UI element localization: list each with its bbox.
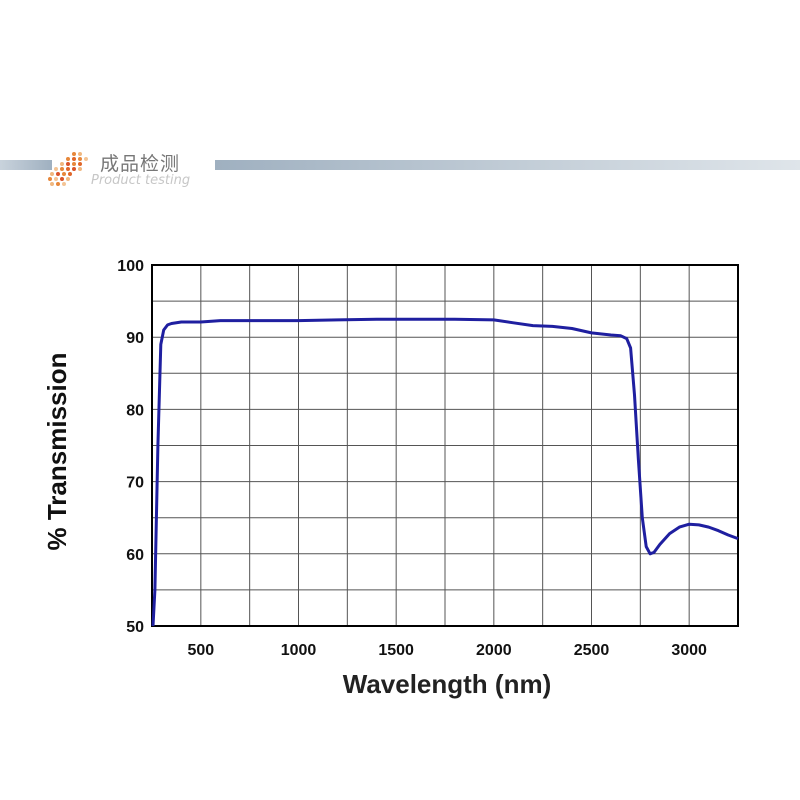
section-title-cn: 成品检测 xyxy=(100,153,181,175)
banner-bar-right xyxy=(215,160,800,170)
axis-ticks: 500 1000 1500 2000 2500 3000 50 60 70 80 90 100 xyxy=(117,258,707,659)
x-tick-label: 2500 xyxy=(574,642,610,659)
series-group xyxy=(151,317,739,627)
y-tick-label: 60 xyxy=(126,547,144,564)
section-title-en: Product testing xyxy=(91,173,191,188)
y-tick-label: 80 xyxy=(126,402,144,419)
banner-bar-left xyxy=(0,160,52,170)
y-tick-label: 90 xyxy=(126,330,144,347)
plot-frame xyxy=(151,264,739,627)
x-tick-label: 2000 xyxy=(476,642,512,659)
x-tick-label: 500 xyxy=(187,642,214,659)
y-axis-title: % Transmission xyxy=(42,353,72,551)
x-tick-label: 1500 xyxy=(378,642,414,659)
series-line xyxy=(151,317,739,627)
x-axis-title: Wavelength (nm) xyxy=(343,669,551,699)
y-tick-label: 70 xyxy=(126,475,144,492)
y-tick-label: 100 xyxy=(117,258,144,275)
y-tick-label: 50 xyxy=(126,619,144,636)
x-tick-label: 1000 xyxy=(281,642,317,659)
x-tick-label: 3000 xyxy=(671,642,707,659)
header-banner: 成品检测 Product testing xyxy=(0,150,800,190)
dot-grid-logo-icon xyxy=(48,152,88,186)
